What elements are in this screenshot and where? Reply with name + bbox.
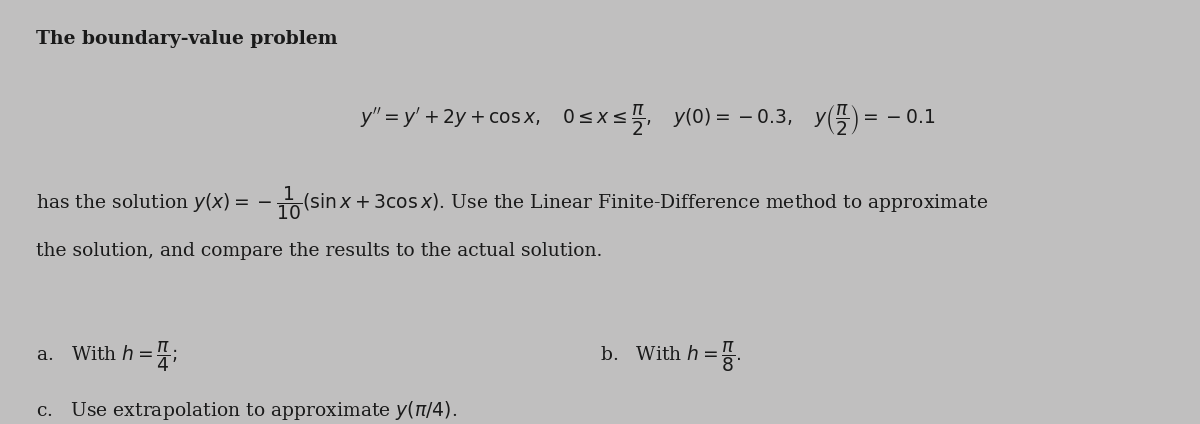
Text: has the solution $y(x) = -\dfrac{1}{10}(\sin x + 3\cos x)$. Use the Linear Finit: has the solution $y(x) = -\dfrac{1}{10}(… [36,184,989,222]
Text: the solution, and compare the results to the actual solution.: the solution, and compare the results to… [36,242,602,259]
Text: b.   With $h = \dfrac{\pi}{8}.$: b. With $h = \dfrac{\pi}{8}.$ [600,339,742,374]
Text: a.   With $h = \dfrac{\pi}{4};$: a. With $h = \dfrac{\pi}{4};$ [36,339,178,374]
Text: c.   Use extrapolation to approximate $y(\pi/4)$.: c. Use extrapolation to approximate $y(\… [36,399,457,421]
Text: The boundary-value problem: The boundary-value problem [36,30,337,47]
Text: $y'' = y' + 2y + \cos x, \quad 0 \leq x \leq \dfrac{\pi}{2}, \quad y(0) = -0.3, : $y'' = y' + 2y + \cos x, \quad 0 \leq x … [360,102,935,137]
